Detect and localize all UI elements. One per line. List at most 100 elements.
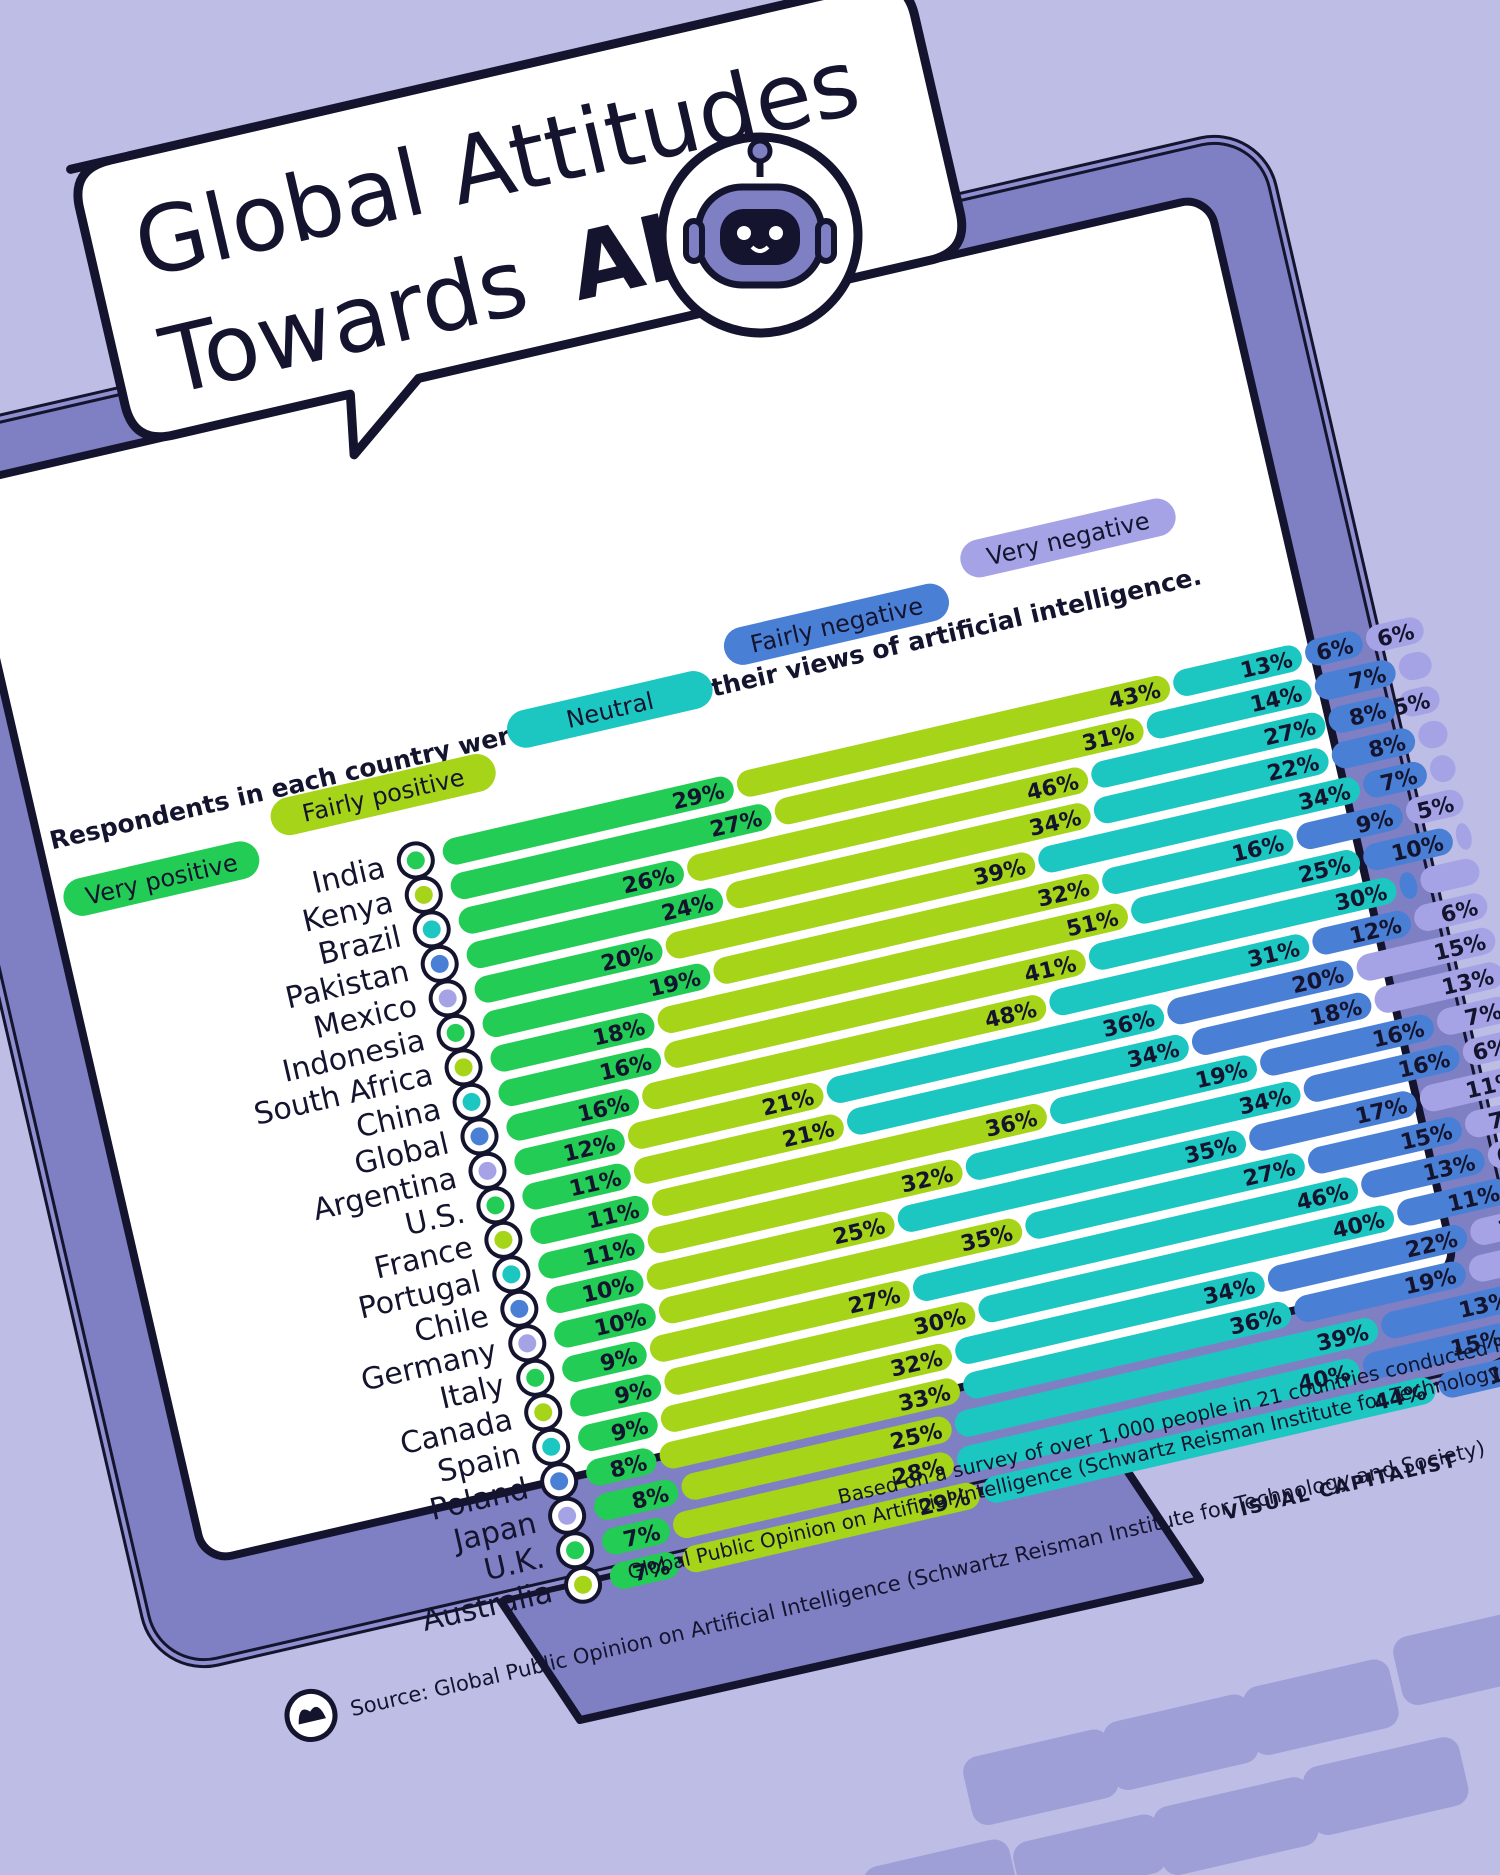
bar-fairly-positive <box>726 803 1091 909</box>
bar-very-positive <box>482 963 711 1038</box>
bar-fairly-positive <box>651 1103 1047 1216</box>
bar-fairly-positive <box>713 873 1099 984</box>
bar-very-negative <box>1365 617 1424 652</box>
bar-fairly-positive <box>633 1114 844 1184</box>
bar-very-negative <box>1437 996 1500 1035</box>
flag-emblem-icon <box>470 1127 489 1146</box>
bar-very-negative <box>1469 1238 1500 1282</box>
bar-fairly-negative <box>1167 960 1354 1025</box>
flag-emblem-icon <box>566 1541 585 1560</box>
bar-very-positive <box>586 1448 657 1486</box>
bar-fairly-positive <box>658 1218 1023 1324</box>
bar-fairly-positive <box>774 718 1144 825</box>
bar-very-negative <box>1356 927 1496 981</box>
value-label-very-negative: 6% <box>1494 1137 1500 1170</box>
bar-neutral <box>978 1205 1395 1323</box>
bar-fairly-negative <box>1303 1045 1460 1102</box>
flag-emblem-icon <box>518 1334 537 1353</box>
bar-neutral <box>965 1081 1301 1180</box>
bar-fairly-negative <box>1294 1261 1466 1322</box>
bar-neutral <box>1102 829 1294 894</box>
bar-very-negative <box>1374 962 1500 1013</box>
value-label-very-negative: 7% <box>1486 1103 1500 1136</box>
bar-very-negative <box>1430 755 1456 783</box>
bar-fairly-positive <box>660 1343 953 1432</box>
flag-emblem-icon <box>502 1265 521 1284</box>
bar-very-positive <box>466 888 723 969</box>
bar-very-positive <box>442 776 734 865</box>
bar-fairly-negative <box>1362 1323 1500 1379</box>
bar-very-positive <box>554 1303 656 1348</box>
bar-fairly-positive <box>664 949 1086 1068</box>
bar-neutral <box>1088 877 1397 970</box>
flag-emblem-icon <box>486 1196 505 1215</box>
bar-neutral <box>963 1301 1292 1399</box>
bar-neutral <box>1093 748 1329 824</box>
flag-emblem-icon <box>438 989 457 1008</box>
bar-very-positive <box>490 1012 655 1072</box>
bar-fairly-negative <box>1308 1117 1462 1174</box>
bar-very-positive <box>522 1163 631 1210</box>
bar-neutral <box>826 1004 1165 1103</box>
bar-very-negative <box>1398 686 1440 717</box>
value-label-very-negative: 10% <box>1495 1206 1500 1242</box>
bar-fairly-negative <box>1305 631 1363 666</box>
bar-neutral <box>957 1358 1360 1473</box>
flag-emblem-icon <box>558 1506 577 1525</box>
bar-very-positive <box>546 1269 644 1313</box>
bar-very-positive <box>594 1479 679 1520</box>
bar-fairly-negative <box>1381 1285 1500 1339</box>
keyboard <box>863 1602 1500 1875</box>
bar-very-positive <box>578 1411 658 1451</box>
bar-very-negative <box>1455 823 1472 850</box>
bar-fairly-negative <box>1314 660 1396 700</box>
bar-fairly-positive <box>657 903 1128 1033</box>
bar-fairly-negative <box>1296 803 1403 850</box>
bar-neutral <box>1146 679 1312 739</box>
bar-fairly-positive <box>664 1302 976 1395</box>
flag-emblem-icon <box>550 1472 569 1491</box>
bar-very-negative <box>1398 651 1432 681</box>
flag-emblem-icon <box>526 1368 545 1387</box>
flag-emblem-icon <box>494 1230 513 1249</box>
bar-very-positive <box>570 1374 662 1417</box>
robot-icon <box>657 132 863 338</box>
bar-very-positive <box>609 1552 680 1589</box>
bar-fairly-negative <box>1361 1148 1485 1198</box>
flag-emblem-icon <box>510 1299 529 1318</box>
bar-very-positive <box>498 1047 662 1107</box>
flag-emblem-icon <box>446 1023 465 1042</box>
bar-fairly-negative <box>1399 872 1418 899</box>
bar-fairly-negative <box>1260 1014 1434 1076</box>
bar-very-positive <box>450 804 772 900</box>
flag-emblem-icon <box>414 885 433 904</box>
bar-very-negative <box>1405 789 1464 824</box>
bar-very-negative <box>1419 1065 1500 1112</box>
bar-fairly-positive <box>681 1416 952 1500</box>
bar-neutral <box>982 1377 1436 1503</box>
visual-capitalist-logo <box>284 1688 338 1742</box>
bar-fairly-positive <box>736 675 1171 797</box>
bar-fairly-positive <box>687 767 1089 881</box>
bar-very-positive <box>506 1089 639 1141</box>
flag-emblem-icon <box>534 1403 553 1422</box>
bar-very-positive <box>602 1518 670 1555</box>
bar-neutral <box>1050 1055 1257 1125</box>
bar-very-negative <box>1414 893 1488 931</box>
bar-fairly-positive <box>646 1211 895 1290</box>
bar-very-negative <box>1418 720 1448 749</box>
legend-swatch-very-positive <box>63 841 260 916</box>
legend-swatch-fairly-negative <box>723 583 950 665</box>
flag-emblem-icon <box>478 1161 497 1180</box>
bar-fairly-negative <box>1363 761 1427 798</box>
bar-fairly-negative <box>1438 1351 1500 1398</box>
flag-emblem-icon <box>574 1575 593 1594</box>
flag-emblem-icon <box>462 1092 481 1111</box>
bar-fairly-negative <box>1267 1224 1468 1292</box>
